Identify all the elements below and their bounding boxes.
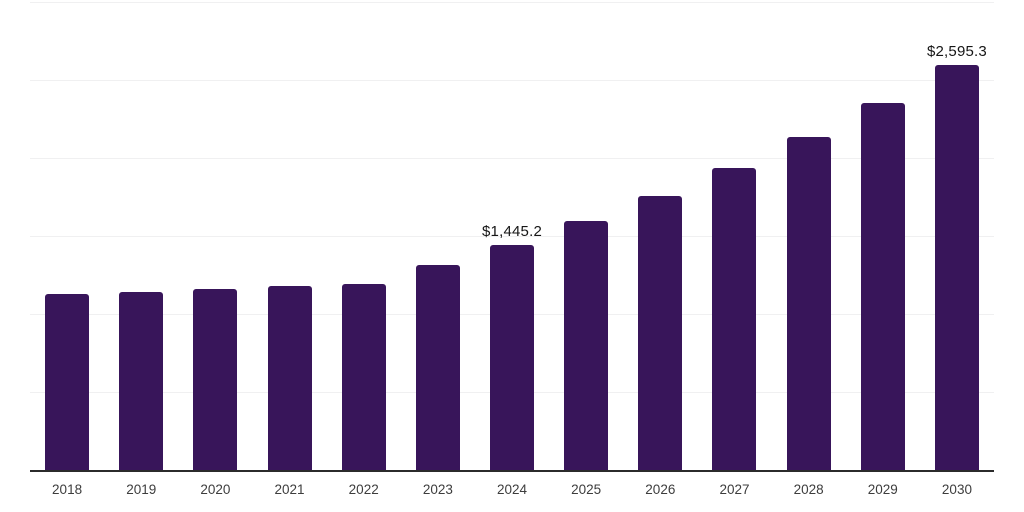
x-tick-label-2022: 2022 xyxy=(348,482,379,497)
bar-2021 xyxy=(267,285,312,470)
bar-2020 xyxy=(193,289,238,470)
x-tick-label-2020: 2020 xyxy=(200,482,231,497)
bar-slot-2025 xyxy=(549,2,623,470)
bar-series: $1,445.2 $2,595.3 xyxy=(30,2,994,470)
x-tick-label-2028: 2028 xyxy=(793,482,824,497)
x-tick-label-2027: 2027 xyxy=(719,482,750,497)
data-label-2030: $2,595.3 xyxy=(926,43,987,61)
bar-2026 xyxy=(638,195,683,470)
x-tick-label-2024: 2024 xyxy=(496,482,528,497)
plot-area: $1,445.2 $2,595.3 xyxy=(30,2,994,472)
x-tick-label-2019: 2019 xyxy=(126,482,157,497)
bar-slot-2019 xyxy=(104,2,178,470)
bar-2029 xyxy=(860,102,905,470)
bar-2027 xyxy=(712,167,757,470)
gridline xyxy=(30,79,994,81)
bar-slot-2024: $1,445.2 xyxy=(475,2,549,470)
gridline xyxy=(30,157,994,159)
bar-2030 xyxy=(934,65,979,470)
bar-slot-2028 xyxy=(772,2,846,470)
bar-slot-2030: $2,595.3 xyxy=(920,2,994,470)
x-tick-label-2018: 2018 xyxy=(52,482,83,497)
gridline xyxy=(30,236,994,237)
x-tick-label-2025: 2025 xyxy=(571,482,602,497)
bar-slot-2023 xyxy=(401,2,475,470)
bar-slot-2021 xyxy=(252,2,326,470)
x-tick-label-2030: 2030 xyxy=(941,482,972,497)
x-tick-label-2029: 2029 xyxy=(867,482,898,497)
x-tick-label-2023: 2023 xyxy=(422,482,453,497)
gridline xyxy=(30,2,994,3)
x-tick-label-2021: 2021 xyxy=(274,482,305,497)
bar-slot-2020 xyxy=(178,2,252,470)
bar-2024 xyxy=(490,244,535,470)
bar-2028 xyxy=(786,136,831,470)
bar-slot-2029 xyxy=(846,2,920,470)
data-label-2024: $1,445.2 xyxy=(482,222,543,240)
bar-slot-2027 xyxy=(697,2,771,470)
bar-2023 xyxy=(415,265,460,470)
x-axis-tick-labels: 2018 2019 2020 2021 2022 2023 2024 2025 2026 2027… xyxy=(30,482,994,497)
bar-slot-2018 xyxy=(30,2,104,470)
x-tick-label-2026: 2026 xyxy=(645,482,676,497)
bar-slot-2026 xyxy=(623,2,697,470)
bar-2019 xyxy=(119,291,164,470)
bar-2025 xyxy=(564,221,609,470)
bar-2022 xyxy=(341,284,386,470)
bar-slot-2022 xyxy=(327,2,401,470)
bar-2018 xyxy=(45,293,90,470)
